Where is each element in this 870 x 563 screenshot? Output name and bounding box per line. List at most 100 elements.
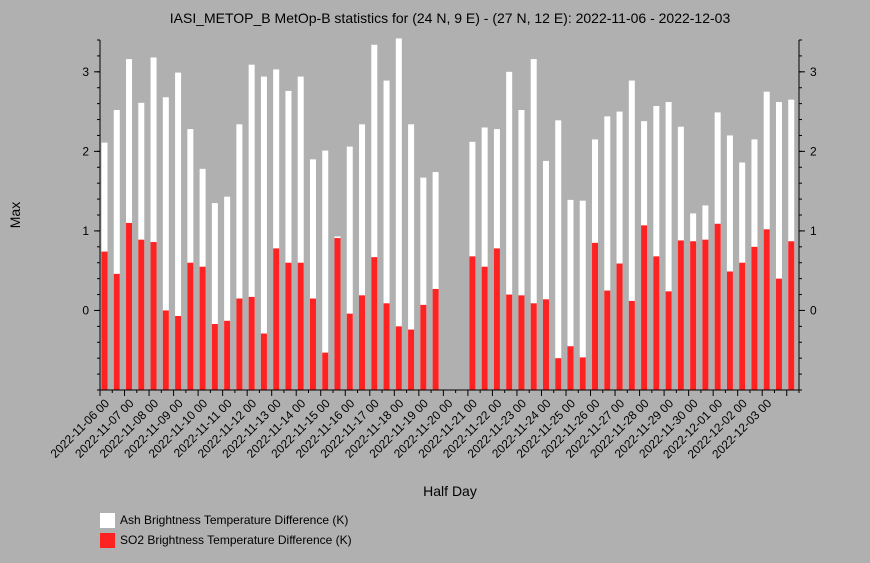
so2-bar: [187, 262, 194, 390]
so2-bar: [199, 266, 206, 390]
y-tick-label-left: 3: [82, 65, 89, 79]
so2-bar: [665, 291, 672, 390]
ash-bar: [567, 199, 574, 390]
so2-bar: [726, 271, 733, 390]
ash-bar: [285, 90, 292, 390]
so2-bar: [555, 358, 562, 390]
so2-bar: [677, 240, 684, 390]
x-axis-label: Half Day: [423, 483, 477, 499]
ash-bar: [150, 57, 157, 390]
so2-bar: [138, 239, 145, 390]
ash-bar: [665, 102, 672, 391]
ash-bar: [383, 80, 390, 390]
y-tick-label-left: 0: [82, 303, 89, 317]
so2-bar: [493, 248, 500, 390]
legend-label-so2: SO2 Brightness Temperature Difference (K…: [120, 533, 352, 547]
so2-bar: [309, 298, 316, 390]
so2-bar: [775, 278, 782, 390]
so2-bar: [359, 295, 366, 390]
so2-bar: [113, 273, 120, 390]
ash-bar: [616, 111, 623, 390]
so2-bar: [260, 333, 267, 390]
so2-bar: [346, 313, 353, 390]
so2-bar: [224, 320, 231, 390]
so2-bar: [236, 298, 243, 390]
ash-bar: [371, 44, 378, 391]
legend-swatch-ash: [100, 512, 115, 528]
so2-bar: [739, 262, 746, 390]
ash-bar: [187, 129, 194, 390]
so2-bar: [604, 290, 611, 390]
so2-bar: [322, 352, 329, 390]
legend: Ash Brightness Temperature Difference (K…: [100, 512, 352, 552]
ash-bar: [309, 159, 316, 390]
ash-bar: [530, 59, 537, 391]
y-tick-label-right: 1: [810, 224, 817, 238]
y-tick-label-right: 3: [810, 65, 817, 79]
so2-bar: [641, 225, 648, 390]
so2-bar: [628, 300, 635, 390]
y-tick-label-left: 1: [82, 224, 89, 238]
so2-bar: [395, 326, 402, 390]
so2-bar: [788, 241, 795, 390]
ash-bar: [432, 172, 439, 390]
legend-label-ash: Ash Brightness Temperature Difference (K…: [120, 513, 349, 527]
so2-bar: [371, 257, 378, 390]
so2-bar: [408, 329, 415, 390]
so2-bar: [162, 310, 169, 390]
so2-bar: [690, 241, 697, 390]
so2-bar: [334, 238, 341, 390]
y-axis-label: Max: [7, 202, 23, 228]
bars-layer: [101, 38, 795, 391]
so2-bar: [420, 304, 427, 390]
legend-item-so2: SO2 Brightness Temperature Difference (K…: [100, 532, 352, 548]
ash-bar: [408, 124, 415, 390]
so2-bar: [579, 357, 586, 390]
ash-bar: [481, 127, 488, 390]
ash-bar: [248, 64, 255, 390]
ash-bar: [322, 150, 329, 390]
ash-bar: [113, 110, 120, 390]
so2-bar: [518, 295, 525, 390]
so2-bar: [616, 263, 623, 390]
ash-bar: [162, 97, 169, 391]
ash-bar: [175, 72, 182, 391]
ash-bar: [653, 106, 660, 391]
ash-bar: [628, 80, 635, 390]
so2-bar: [592, 242, 599, 390]
so2-bar: [273, 248, 280, 390]
ash-bar: [579, 200, 586, 390]
ash-bar: [604, 116, 611, 391]
so2-bar: [297, 262, 304, 390]
so2-bar: [126, 222, 133, 390]
ash-bar: [542, 160, 549, 390]
legend-item-ash: Ash Brightness Temperature Difference (K…: [100, 512, 352, 528]
ash-bar: [506, 71, 513, 390]
so2-bar: [175, 316, 182, 390]
so2-bar: [530, 303, 537, 390]
ash-bar: [775, 102, 782, 391]
ash-bar: [726, 135, 733, 390]
so2-bar: [714, 223, 721, 390]
so2-bar: [481, 266, 488, 390]
ash-bar: [359, 124, 366, 390]
ash-bar: [273, 69, 280, 391]
so2-bar: [248, 296, 255, 390]
so2-bar: [469, 256, 476, 390]
so2-bar: [751, 246, 758, 390]
ash-bar: [420, 177, 427, 390]
so2-bar: [211, 323, 218, 390]
ash-bar: [297, 76, 304, 390]
ash-bar: [260, 76, 267, 390]
y-tick-label-left: 2: [82, 144, 89, 158]
so2-bar: [101, 251, 108, 390]
so2-bar: [383, 303, 390, 390]
so2-bar: [285, 262, 292, 390]
so2-bar: [432, 288, 439, 390]
so2-bar: [567, 346, 574, 390]
so2-bar: [702, 239, 709, 390]
ash-bar: [555, 120, 562, 390]
ash-bar: [518, 110, 525, 390]
